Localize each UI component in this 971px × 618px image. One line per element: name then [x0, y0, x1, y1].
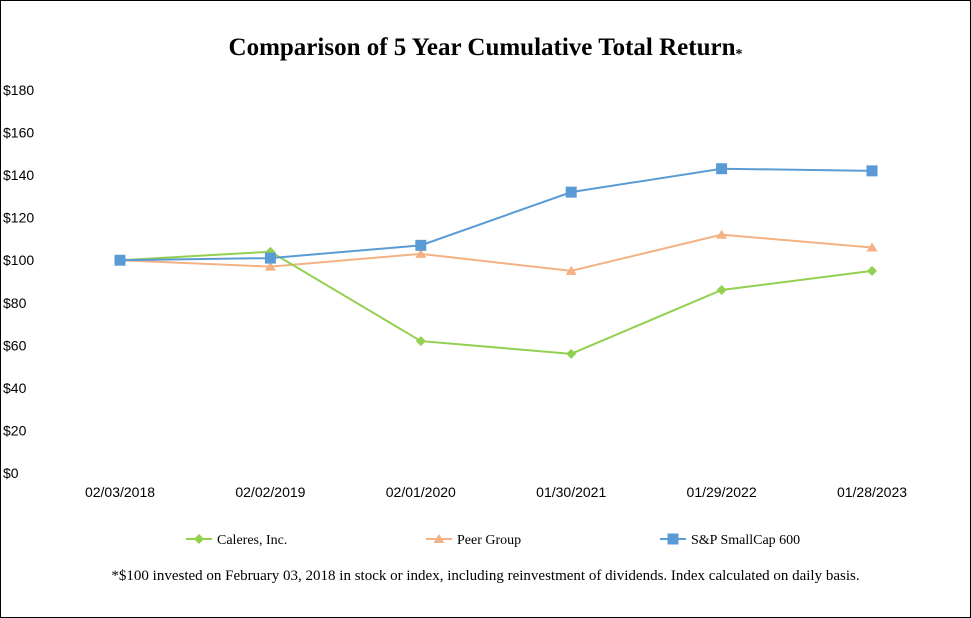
chart-title-text: Comparison of 5 Year Cumulative Total Re… [228, 34, 736, 61]
legend-label-s-p-smallcap-600: S&P SmallCap 600 [691, 533, 800, 548]
data-point-s-p-smallcap-600 [415, 239, 427, 251]
data-point-peer-group [716, 229, 728, 239]
data-point-peer-group [264, 261, 276, 271]
data-point-peer-group [866, 242, 878, 252]
data-point-caleres-inc [716, 285, 727, 296]
y-tick-label: $20 [3, 422, 27, 438]
data-point-s-p-smallcap-600 [716, 163, 728, 175]
footnote: *$100 invested on February 03, 2018 in s… [111, 568, 860, 584]
data-point-caleres-inc [566, 348, 577, 359]
data-point-s-p-smallcap-600 [114, 254, 126, 266]
x-tick-label: 02/02/2019 [235, 484, 305, 500]
y-tick-label: $40 [3, 380, 27, 396]
legend-label-caleres-inc: Caleres, Inc. [217, 533, 287, 548]
chart-title-asterisk: * [735, 47, 743, 62]
data-point-s-p-smallcap-600 [264, 252, 276, 264]
legend-marker-s-p-smallcap-600 [667, 533, 679, 545]
data-point-caleres-inc [867, 265, 877, 276]
y-axis-ticks: $0 $20 $40 $60 $80 $100 $120 $140 $160 $180 [3, 82, 34, 481]
x-tick-label: 01/28/2023 [837, 484, 907, 500]
series-line-s-p-smallcap-600 [119, 167, 873, 262]
x-tick-label: 02/01/2020 [386, 484, 456, 500]
series-line-caleres-inc [119, 250, 873, 355]
data-point-peer-group [565, 265, 577, 275]
legend-marker-caleres-inc [194, 534, 204, 544]
x-tick-label: 01/29/2022 [687, 484, 757, 500]
data-point-caleres-inc [415, 336, 426, 347]
data-point-s-p-smallcap-600 [866, 165, 878, 177]
chart-title: Comparison of 5 Year Cumulative Total Re… [0, 34, 971, 62]
x-tick-label: 02/03/2018 [85, 484, 155, 500]
y-tick-label: $160 [3, 125, 34, 141]
line-chart: $0 $20 $40 $60 $80 $100 $120 $140 $160 $180 02/03… [3, 82, 907, 548]
legend-marker-peer-group [433, 534, 445, 543]
y-tick-label: $80 [3, 295, 27, 311]
y-tick-label: $60 [3, 337, 27, 353]
data-point-s-p-smallcap-600 [565, 186, 577, 198]
y-tick-label: $100 [3, 252, 34, 268]
legend: Caleres, Inc. Peer Group S&P SmallCap 600 [186, 533, 800, 548]
legend-label-peer-group: Peer Group [457, 533, 521, 548]
x-axis-ticks: 02/03/2018 02/02/2019 02/01/2020 01/30/2021… [85, 484, 907, 500]
data-point-caleres-inc [265, 246, 276, 257]
series-line-peer-group [119, 233, 873, 272]
data-point-peer-group [415, 248, 427, 258]
series-layer [114, 163, 878, 359]
y-tick-label: $120 [3, 210, 34, 226]
x-tick-label: 01/30/2021 [536, 484, 606, 500]
y-tick-label: $0 [3, 465, 19, 481]
y-tick-label: $140 [3, 167, 34, 183]
y-tick-label: $180 [3, 82, 34, 98]
